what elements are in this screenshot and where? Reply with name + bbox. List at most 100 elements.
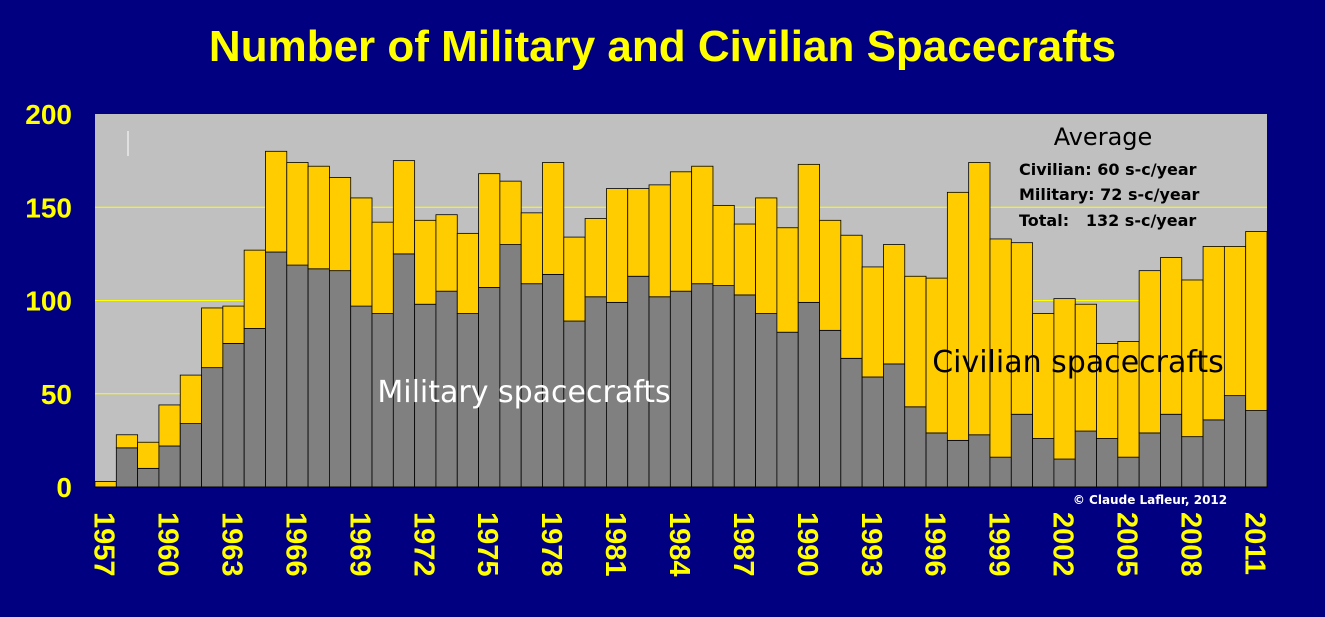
military-bar-1969 (350, 305, 373, 488)
x-tick-label: 1996 (919, 512, 951, 577)
civilian-bar-1962 (201, 307, 224, 369)
military-bar-1962 (201, 367, 224, 488)
military-bar-1985 (691, 283, 714, 488)
military-bar-2009 (1202, 419, 1225, 488)
y-axis-ticks: 0 50 100 150 200 (25, 99, 72, 503)
civilian-bar-1972 (414, 219, 437, 305)
civilian-bar-1958 (115, 434, 139, 449)
average-heading: Average (1054, 123, 1153, 151)
civilian-bar-1984 (669, 171, 693, 292)
civilian-bar-2000 (1010, 242, 1033, 415)
civilian-bar-1979 (563, 236, 586, 322)
civilian-bar-1978 (542, 162, 565, 275)
civilian-bar-1964 (243, 249, 266, 329)
civilian-bar-1973 (435, 214, 458, 292)
x-tick-label: 1960 (152, 512, 184, 577)
civilian-bar-1987 (733, 223, 756, 296)
civilian-bar-1959 (137, 441, 160, 469)
military-bar-1971 (392, 253, 416, 488)
military-bar-1963 (222, 342, 245, 488)
civilian-bar-1961 (179, 374, 202, 424)
civilian-bar-2010 (1223, 246, 1247, 397)
civilian-bar-1986 (712, 204, 735, 286)
military-bar-1968 (328, 270, 352, 488)
x-tick-label: 1975 (471, 512, 503, 577)
military-bar-1965 (265, 251, 288, 488)
y-tick-label: 150 (25, 192, 72, 223)
military-bar-1995 (904, 406, 927, 488)
civilian-bar-1975 (478, 173, 501, 288)
military-bar-1960 (158, 445, 181, 488)
bars (94, 150, 1268, 488)
military-bar-1958 (115, 447, 139, 488)
civilian-bar-1989 (776, 227, 799, 333)
military-bar-2007 (1160, 413, 1183, 488)
military-bar-2004 (1096, 438, 1119, 488)
x-tick-label: 1990 (791, 512, 823, 577)
civilian-bar-1998 (968, 162, 991, 436)
civilian-bar-2009 (1202, 246, 1225, 421)
x-tick-label: 1981 (599, 512, 631, 577)
military-bar-2001 (1032, 438, 1055, 488)
civilian-bar-2007 (1160, 257, 1183, 415)
civilian-bar-1983 (648, 184, 671, 298)
x-tick-label: 1966 (279, 512, 311, 577)
military-bar-2006 (1138, 432, 1161, 488)
military-bar-1998 (968, 434, 991, 488)
x-tick-label: 1987 (727, 512, 759, 577)
y-tick-label: 0 (56, 472, 72, 503)
x-axis-ticks: 1957 1960 1963 1966 1969 1972 1975 1978 1981 1984… (88, 512, 1271, 577)
x-tick-label: 1993 (855, 512, 887, 577)
copyright-note: © Claude Lafleur, 2012 (1073, 493, 1227, 507)
civilian-bar-1991 (819, 219, 842, 331)
civilian-bar-1990 (797, 163, 820, 303)
civilian-bar-1957 (94, 481, 117, 488)
military-bar-1996 (925, 432, 948, 488)
civilian-bar-1970 (371, 221, 394, 314)
military-bar-1961 (179, 423, 202, 488)
civilian-bar-1981 (606, 188, 629, 303)
civilian-bar-2011 (1245, 231, 1268, 411)
civilian-bar-1966 (286, 162, 309, 266)
military-bar-1994 (883, 363, 906, 488)
military-bar-1984 (669, 290, 693, 488)
total-average: Total: 132 s-c/year (1019, 211, 1196, 230)
x-tick-label: 1984 (663, 512, 695, 577)
military-bar-2002 (1053, 458, 1076, 488)
civilian-bar-1982 (627, 188, 650, 277)
civilian-series-label: Civilian spacecrafts (932, 345, 1224, 380)
military-bar-2000 (1010, 413, 1033, 488)
civilian-bar-1963 (222, 305, 245, 344)
military-bar-1967 (307, 268, 330, 488)
military-bar-1986 (712, 285, 735, 488)
civilian-bar-1967 (307, 165, 330, 270)
x-tick-label: 1957 (88, 512, 120, 577)
military-bar-1997 (946, 439, 970, 488)
military-bar-1976 (499, 244, 522, 488)
civilian-bar-1985 (691, 165, 714, 285)
civilian-bar-1994 (883, 244, 906, 365)
military-bar-1987 (733, 294, 756, 488)
civilian-bar-1997 (946, 191, 970, 441)
civilian-bar-1969 (350, 197, 373, 307)
military-bar-1991 (819, 329, 842, 488)
x-tick-label: 2002 (1047, 512, 1079, 577)
civilian-bar-1976 (499, 180, 522, 245)
x-tick-label: 1963 (216, 512, 248, 577)
military-bar-1999 (989, 456, 1012, 488)
y-tick-label: 100 (25, 286, 72, 317)
military-bar-2005 (1117, 456, 1140, 488)
civilian-bar-1977 (520, 212, 543, 285)
military-bar-1989 (776, 331, 799, 488)
military-bar-2008 (1181, 436, 1204, 488)
civilian-bar-1993 (861, 266, 884, 378)
y-tick-label: 200 (25, 99, 72, 130)
x-tick-label: 2005 (1110, 512, 1142, 577)
civilian-bar-1971 (392, 160, 416, 255)
military-bar-1992 (840, 357, 863, 488)
military-bar-2003 (1074, 430, 1097, 488)
civilian-bar-1980 (584, 218, 607, 298)
civilian-bar-1995 (904, 275, 927, 408)
x-tick-label: 1978 (535, 512, 567, 577)
